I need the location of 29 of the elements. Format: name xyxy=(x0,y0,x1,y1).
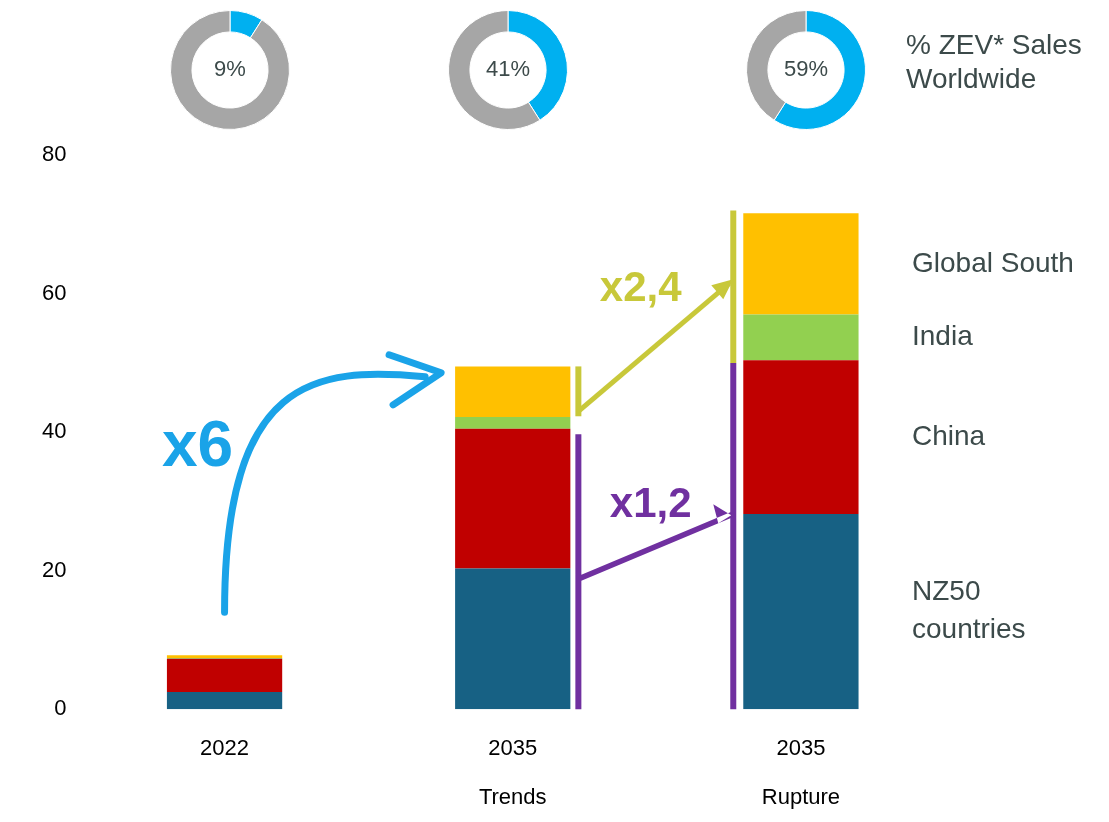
bar xyxy=(455,416,571,429)
annotation: x6 xyxy=(161,408,234,481)
bar xyxy=(166,691,283,710)
annotation: x2,4 xyxy=(599,263,683,311)
bar xyxy=(743,314,859,361)
series-label: China xyxy=(912,419,986,451)
series-label: NZ50 countries xyxy=(912,575,1026,645)
data-label: 59% xyxy=(783,56,829,82)
y-tick-label: 20 xyxy=(41,556,67,582)
bar xyxy=(455,568,571,710)
text: % ZEV* Sales Worldwide xyxy=(906,29,1082,94)
y-tick-label: 40 xyxy=(41,418,67,444)
data-label: 41% xyxy=(485,56,531,82)
y-tick-label: 0 xyxy=(54,695,67,721)
series-label: Global South xyxy=(912,246,1074,278)
y-tick-label: 60 xyxy=(41,279,67,305)
x-tick-label: 2035 Rupture xyxy=(761,735,841,809)
x-tick-label: 2035 Trends xyxy=(478,735,547,809)
bar xyxy=(743,360,859,514)
bar xyxy=(455,366,571,417)
x-tick-label: 2022 xyxy=(200,735,250,761)
series-label: India xyxy=(912,320,974,352)
data-label: 9% xyxy=(214,56,246,82)
bar xyxy=(166,658,283,692)
bar xyxy=(743,213,859,315)
bar xyxy=(743,513,859,710)
bar xyxy=(455,428,571,569)
annotation: x1,2 xyxy=(609,478,692,526)
y-tick-label: 80 xyxy=(41,141,67,167)
